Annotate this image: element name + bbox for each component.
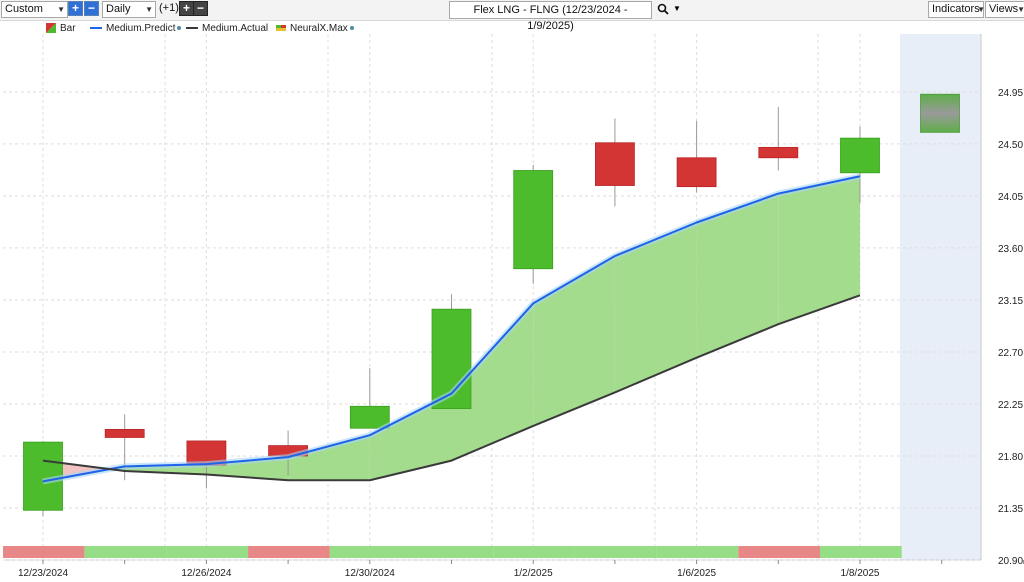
chevron-down-icon: ▼ xyxy=(57,5,65,14)
candle-down[interactable] xyxy=(676,157,717,188)
signal-up xyxy=(84,546,167,558)
offset-decrease-button[interactable]: − xyxy=(193,1,208,16)
spread-fill xyxy=(124,464,207,475)
line-legend-icon xyxy=(186,27,198,30)
zoom-in-button[interactable]: + xyxy=(68,1,83,16)
symbol-title[interactable]: Flex LNG - FLNG (12/23/2024 - 1/9/2025) xyxy=(449,1,652,32)
candle-down[interactable] xyxy=(758,146,799,159)
legend-predict-label: Medium.Predict xyxy=(106,23,176,34)
signal-up xyxy=(574,546,657,558)
x-tick-label: 12/23/2024 xyxy=(18,568,68,579)
legend-item-bar[interactable]: Bar xyxy=(46,23,76,34)
spread-fill xyxy=(288,435,370,481)
x-tick-label: 12/26/2024 xyxy=(181,568,231,579)
spread-fill xyxy=(778,176,860,325)
indicators-button[interactable]: Indicators ▼ xyxy=(928,1,985,18)
signal-up xyxy=(820,546,902,558)
chevron-down-icon: ▼ xyxy=(1017,5,1024,14)
forecast-candle[interactable] xyxy=(920,93,960,133)
settings-dot-icon[interactable] xyxy=(177,26,182,31)
y-tick-label: 21.35 xyxy=(998,504,1023,515)
indicators-label: Indicators xyxy=(932,3,980,15)
interval-select-value: Daily xyxy=(106,3,131,15)
spread-fill xyxy=(696,193,779,358)
x-tick-label: 1/2/2025 xyxy=(514,568,553,579)
spread-fill xyxy=(614,222,697,393)
legend-item-actual[interactable]: Medium.Actual xyxy=(186,23,268,34)
signal-up xyxy=(411,546,494,558)
y-tick-label: 24.50 xyxy=(998,140,1023,151)
forecast-region xyxy=(900,34,981,560)
legend-bar-label: Bar xyxy=(60,23,76,34)
spread-fill xyxy=(109,466,125,472)
y-tick-label: 20.90 xyxy=(998,556,1023,567)
legend-neuralx-label: NeuralX.Max xyxy=(290,23,348,34)
settings-dot-icon[interactable] xyxy=(349,26,354,31)
signal-down xyxy=(3,546,85,558)
x-tick-label: 1/8/2025 xyxy=(841,568,880,579)
offset-label: (+1) xyxy=(159,2,179,14)
range-select[interactable]: Custom ▼ xyxy=(1,1,68,18)
signal-up xyxy=(329,546,412,558)
candle-down[interactable] xyxy=(104,428,145,438)
candle-up[interactable] xyxy=(840,137,880,174)
chevron-down-icon: ▼ xyxy=(977,5,985,14)
actual-line[interactable] xyxy=(42,294,861,482)
candle-up[interactable] xyxy=(23,441,63,511)
line-legend-icon xyxy=(90,27,102,30)
legend-item-predict[interactable]: Medium.Predict xyxy=(90,23,182,34)
range-select-value: Custom xyxy=(5,3,43,15)
signal-up xyxy=(166,546,249,558)
spread-fill xyxy=(42,460,110,482)
title-dropdown-icon[interactable]: ▼ xyxy=(673,4,681,13)
y-tick-label: 21.80 xyxy=(998,452,1023,463)
spread-fill xyxy=(369,393,452,481)
x-tick-label: 1/6/2025 xyxy=(677,568,716,579)
search-icon[interactable] xyxy=(657,3,669,15)
y-tick-label: 22.25 xyxy=(998,400,1023,411)
candle-down[interactable] xyxy=(268,445,309,457)
zoom-out-button[interactable]: − xyxy=(84,1,99,16)
spread-fill xyxy=(451,303,534,461)
spread-fill xyxy=(206,457,289,481)
signal-up xyxy=(656,546,739,558)
interval-select[interactable]: Daily ▼ xyxy=(102,1,156,18)
candle-down[interactable] xyxy=(595,142,635,186)
views-label: Views xyxy=(989,3,1019,15)
offset-increase-button[interactable]: + xyxy=(179,1,194,16)
candle-down[interactable] xyxy=(186,440,227,466)
candle-up[interactable] xyxy=(513,170,554,270)
signal-down xyxy=(248,546,330,558)
legend-item-neuralx[interactable]: NeuralX.Max xyxy=(276,23,354,34)
y-tick-label: 23.15 xyxy=(998,296,1023,307)
views-button[interactable]: Views ▼ xyxy=(985,1,1024,18)
x-tick-label: 12/30/2024 xyxy=(345,568,395,579)
y-tick-label: 24.95 xyxy=(998,88,1023,99)
predict-line[interactable] xyxy=(42,175,861,483)
chevron-down-icon: ▼ xyxy=(145,5,153,14)
y-tick-label: 23.60 xyxy=(998,244,1023,255)
y-tick-label: 24.05 xyxy=(998,192,1023,203)
y-tick-label: 22.70 xyxy=(998,348,1023,359)
candle-up[interactable] xyxy=(431,308,472,409)
signal-legend-icon xyxy=(276,25,286,32)
legend-actual-label: Medium.Actual xyxy=(202,23,269,34)
predict-line-glow xyxy=(42,173,861,485)
candle-up[interactable] xyxy=(349,405,390,429)
signal-down xyxy=(738,546,820,558)
bar-legend-icon xyxy=(46,23,56,34)
spread-fill xyxy=(533,256,615,426)
signal-up xyxy=(493,546,575,558)
toolbar: Custom ▼ + − Daily ▼ (+1) + − Flex LNG -… xyxy=(0,0,1024,32)
